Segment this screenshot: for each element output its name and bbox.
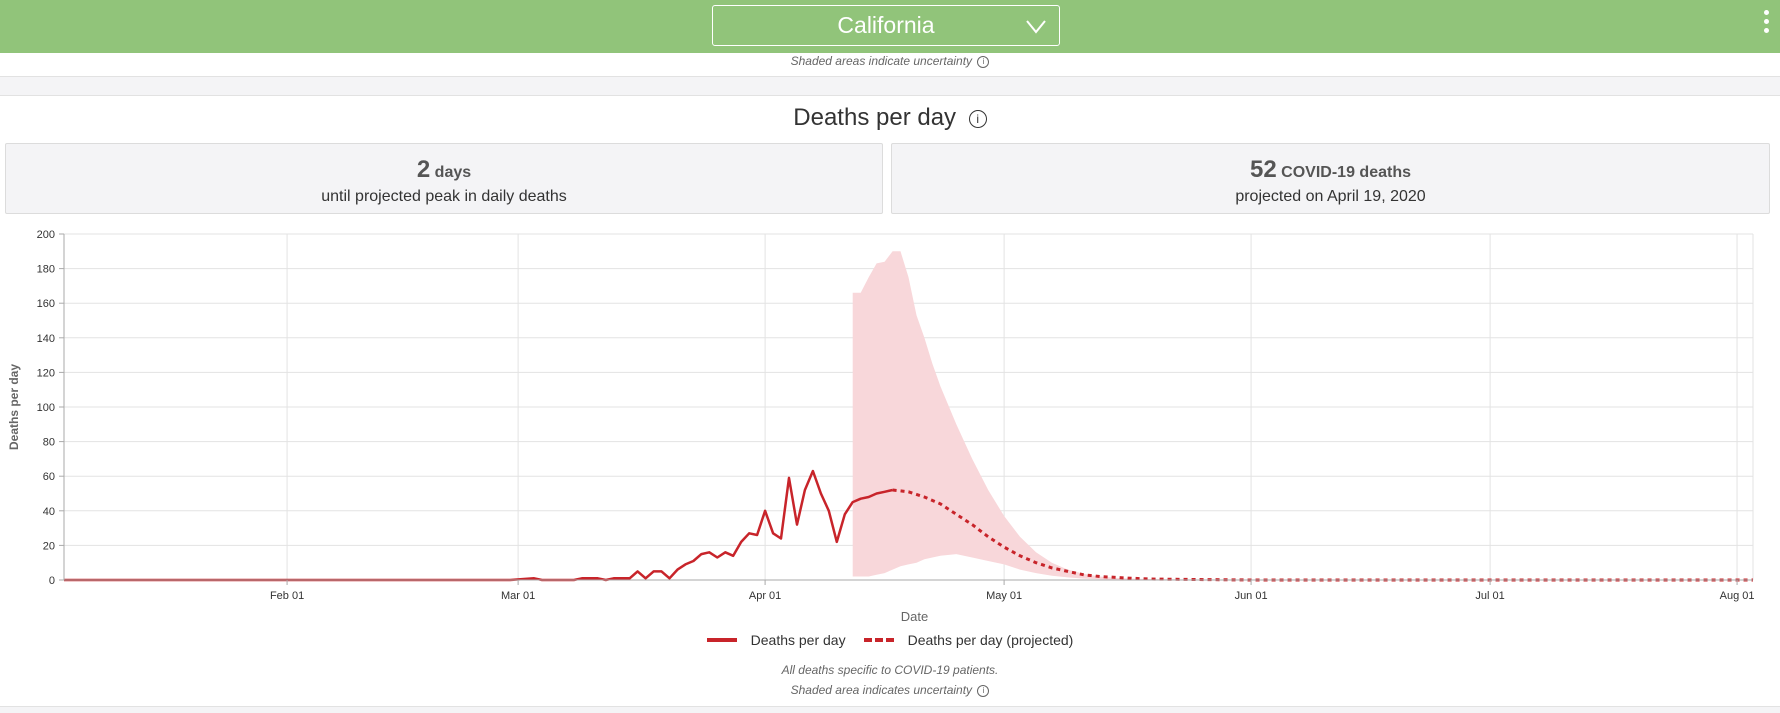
legend-label: Deaths per day (projected) bbox=[907, 632, 1074, 648]
info-icon[interactable]: i bbox=[968, 109, 987, 128]
y-tick-label: 200 bbox=[37, 229, 55, 241]
chart-legend: Deaths per day Deaths per day (projected… bbox=[0, 632, 1780, 648]
section-title: Deaths per day i bbox=[0, 104, 1780, 132]
legend-item-deaths[interactable]: Deaths per day bbox=[706, 632, 846, 648]
x-tick-label: Aug 01 bbox=[1720, 590, 1755, 602]
x-tick-label: May 01 bbox=[986, 590, 1022, 602]
legend-item-projected[interactable]: Deaths per day (projected) bbox=[863, 632, 1074, 648]
x-tick-label: Jun 01 bbox=[1235, 590, 1268, 602]
stat-value: 52 bbox=[1250, 156, 1277, 183]
x-tick-label: Mar 01 bbox=[501, 590, 535, 602]
stat-caption: projected on April 19, 2020 bbox=[1235, 188, 1426, 205]
y-tick-label: 140 bbox=[37, 333, 55, 345]
y-tick-label: 60 bbox=[43, 471, 55, 483]
y-tick-label: 120 bbox=[37, 367, 55, 379]
footnote-uncertainty: Shaded area indicates uncertainty i bbox=[0, 683, 1780, 697]
y-tick-label: 160 bbox=[37, 298, 55, 310]
state-dropdown-value: California bbox=[837, 12, 935, 38]
stat-caption: until projected peak in daily deaths bbox=[321, 188, 567, 205]
legend-swatch-solid bbox=[706, 638, 737, 642]
series-line-deaths bbox=[64, 469, 893, 582]
y-tick-label: 0 bbox=[49, 575, 55, 587]
legend-label: Deaths per day bbox=[750, 632, 846, 648]
section-divider bbox=[0, 76, 1780, 96]
x-axis-label: Date bbox=[901, 609, 928, 624]
y-tick-label: 100 bbox=[37, 402, 55, 414]
info-icon[interactable]: i bbox=[977, 684, 990, 697]
stat-card-peak-days: 2 days until projected peak in daily dea… bbox=[5, 143, 883, 214]
stat-unit: days bbox=[434, 164, 472, 181]
bottom-divider bbox=[0, 706, 1780, 713]
y-tick-label: 180 bbox=[37, 264, 55, 276]
stat-card-projected-deaths: 52 COVID-19 deaths projected on April 19… bbox=[891, 143, 1770, 214]
info-icon[interactable]: i bbox=[977, 55, 990, 68]
chevron-down-icon bbox=[1026, 20, 1046, 34]
stat-value: 2 bbox=[416, 156, 431, 183]
y-axis-label: Deaths per day bbox=[7, 364, 21, 450]
more-options-icon[interactable] bbox=[1760, 10, 1772, 40]
x-tick-label: Jul 01 bbox=[1475, 590, 1504, 602]
x-tick-label: Apr 01 bbox=[749, 590, 781, 602]
series-line-projected bbox=[892, 488, 1753, 582]
deaths-per-day-chart: 0 20 40 60 80 100 120 140 160 180 200 Feb 01 Mar 01… bbox=[7, 229, 1755, 624]
uncertainty-note-top: Shaded areas indicate uncertainty i bbox=[0, 54, 1780, 68]
y-tick-label: 40 bbox=[43, 506, 55, 518]
state-dropdown[interactable]: California bbox=[712, 5, 1060, 46]
x-tick-label: Feb 01 bbox=[270, 590, 304, 602]
y-tick-label: 20 bbox=[43, 540, 55, 552]
footnote-covid: All deaths specific to COVID-19 patients… bbox=[781, 663, 999, 677]
y-tick-label: 80 bbox=[43, 437, 55, 449]
stat-unit: COVID-19 deaths bbox=[1281, 164, 1411, 181]
top-bar: California bbox=[0, 0, 1780, 53]
legend-swatch-dashed bbox=[863, 638, 894, 642]
uncertainty-band bbox=[852, 251, 1753, 581]
